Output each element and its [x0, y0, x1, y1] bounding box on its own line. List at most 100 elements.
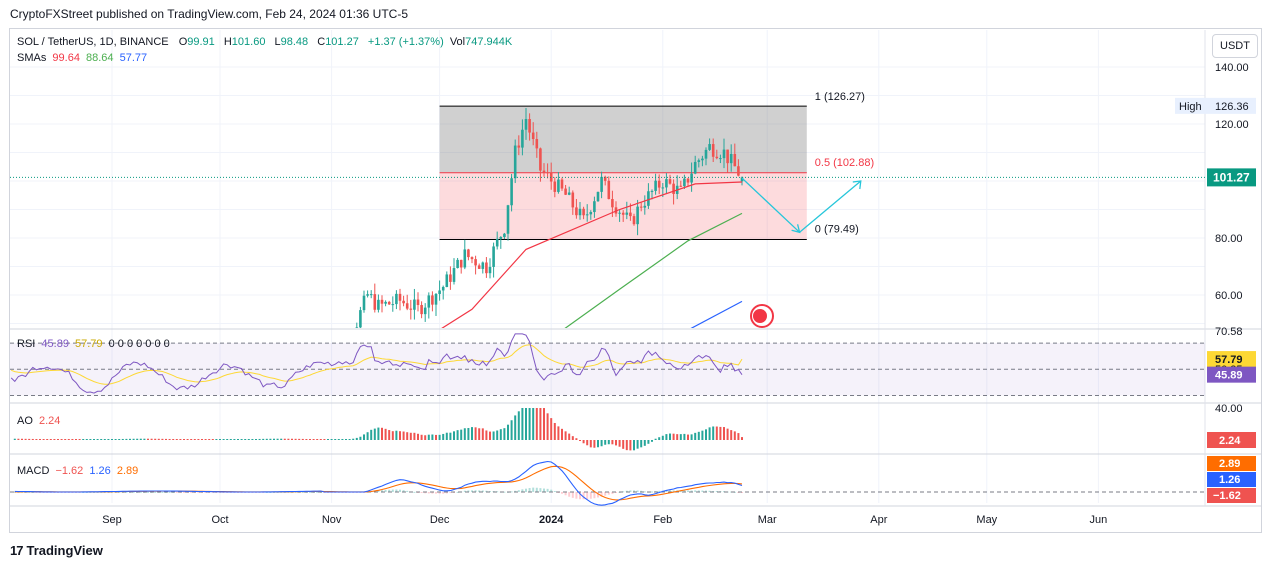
macd-histogram-bar: [600, 492, 603, 497]
candle-body: [467, 249, 470, 258]
ao-bar: [532, 408, 535, 440]
macd-histogram-bar: [708, 490, 711, 492]
candle-body: [693, 161, 697, 174]
candle-body: [697, 160, 701, 162]
ao-bar: [687, 434, 689, 440]
macd-hist-value: −1.62: [55, 465, 84, 477]
ao-bar: [550, 418, 553, 440]
macd-histogram-bar: [589, 492, 592, 499]
ao-bar: [399, 431, 401, 440]
ao-badge-value: 2.24: [1219, 435, 1241, 447]
sma-line-3: [690, 300, 743, 328]
ao-bar: [172, 439, 175, 440]
ao-bar: [46, 439, 49, 440]
ao-bar: [481, 428, 484, 440]
ao-legend[interactable]: AO 2.24: [17, 415, 63, 427]
sma-legend[interactable]: SMAs 99.64 88.64 57.77: [17, 52, 150, 64]
ao-bar: [197, 439, 200, 440]
ao-bar: [298, 438, 301, 440]
ao-bar: [388, 430, 391, 440]
macd-histogram-bar: [287, 491, 290, 493]
candle-body: [729, 153, 733, 164]
publish-line: CryptoFXStreet published on TradingView.…: [10, 7, 408, 21]
candle-body: [535, 139, 539, 149]
ao-bar: [330, 439, 333, 440]
ao-bar: [402, 431, 405, 440]
macd-histogram-bar: [496, 491, 499, 493]
open-label: O: [178, 36, 188, 48]
candle-body: [654, 180, 657, 191]
macd-histogram-bar: [474, 490, 477, 492]
ao-bar: [129, 438, 131, 440]
macd-histogram-bar: [168, 491, 171, 493]
candle-body: [355, 327, 359, 328]
macd-histogram-bar: [622, 491, 625, 493]
tradingview-footer[interactable]: 17 TradingView: [10, 543, 103, 558]
macd-histogram-bar: [427, 492, 430, 494]
macd-histogram-bar: [42, 492, 45, 493]
ao-bar: [651, 440, 653, 442]
macd-histogram-bar: [435, 492, 437, 494]
candle-body: [485, 262, 488, 274]
macd-histogram-bar: [525, 488, 527, 492]
ao-bar: [139, 438, 142, 440]
macd-line-badge-value: 1.26: [1219, 474, 1240, 486]
ao-bar: [319, 439, 322, 440]
sma1-value: 99.64: [52, 52, 80, 64]
ao-bar: [676, 434, 679, 440]
candle-body: [431, 295, 434, 305]
macd-histogram-bar: [625, 490, 628, 492]
candle-body: [402, 300, 405, 304]
macd-label: MACD: [17, 465, 50, 477]
macd-histogram-bar: [211, 492, 214, 493]
candle-body: [449, 274, 452, 282]
ao-bar: [420, 434, 423, 440]
time-tick-label: Nov: [322, 514, 342, 526]
ao-bar: [190, 439, 193, 440]
macd-signal-badge: [1207, 456, 1256, 471]
macd-histogram-bar: [125, 491, 128, 493]
candle-body: [701, 158, 704, 161]
ao-bar: [453, 431, 455, 440]
macd-legend[interactable]: MACD −1.62 1.26 2.89: [17, 465, 141, 477]
macd-histogram-bar: [521, 489, 524, 492]
symbol-name[interactable]: SOL / TetherUS, 1D, BINANCE: [17, 36, 169, 48]
ao-bar: [237, 439, 239, 440]
ao-bar: [165, 438, 167, 440]
ao-bar: [13, 438, 16, 440]
macd-histogram-bar: [553, 491, 556, 493]
ao-bar: [262, 438, 265, 440]
ao-bar: [640, 440, 643, 448]
time-tick-label: Oct: [211, 514, 228, 526]
candle-body: [503, 233, 506, 237]
candle-body: [665, 179, 668, 188]
macd-signal-badge-value: 2.89: [1219, 458, 1240, 470]
currency-button[interactable]: USDT: [1212, 34, 1258, 58]
ao-bar: [316, 439, 319, 440]
ao-bar: [521, 408, 524, 440]
time-tick-label: 2024: [539, 514, 564, 526]
macd-histogram-bar: [528, 488, 531, 492]
candle-body: [387, 301, 391, 305]
ao-bar: [240, 439, 243, 440]
ao-bar: [255, 439, 257, 440]
ao-bar: [463, 428, 466, 440]
rsi-legend[interactable]: RSI 45.89 57.79 0 0 0 0 0 0 0: [17, 338, 173, 350]
macd-histogram-bar: [438, 492, 441, 494]
ao-bar: [471, 427, 473, 440]
candle-body: [405, 303, 409, 309]
ao-bar: [489, 431, 491, 440]
macd-histogram-bar: [456, 491, 459, 493]
candle-body: [722, 149, 726, 159]
candle-body: [427, 295, 431, 308]
candle-body: [441, 286, 445, 291]
rsi-line: [10, 333, 743, 394]
ao-bar: [690, 434, 693, 440]
candle-body: [560, 179, 564, 189]
ao-bar: [543, 408, 545, 440]
candle-body: [740, 177, 744, 182]
candle-body: [683, 178, 686, 187]
candle-body: [593, 201, 596, 213]
time-tick-label: Mar: [758, 514, 777, 526]
